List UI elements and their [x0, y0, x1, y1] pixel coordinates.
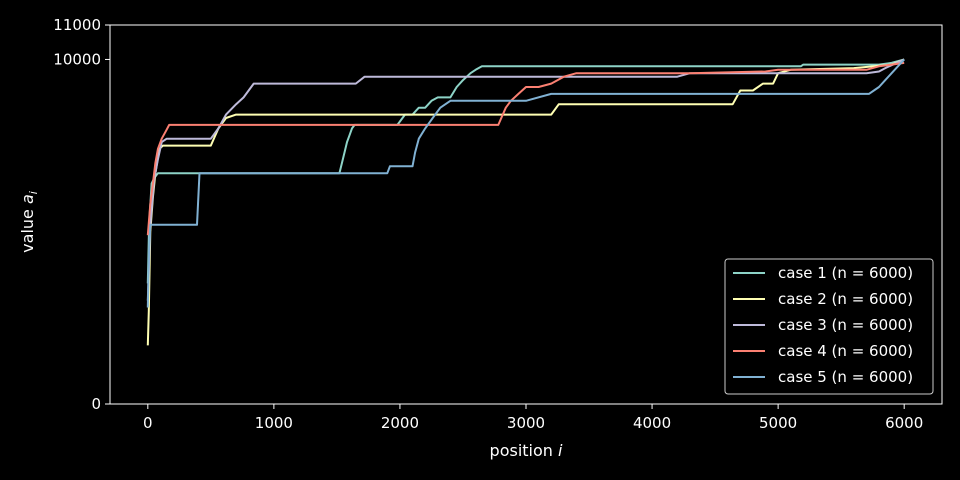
legend-box — [724, 258, 934, 395]
legend-label-case-4: case 4 (n = 6000) — [778, 342, 913, 360]
x-axis-label-var: i — [558, 441, 563, 460]
y-tick-label: 11000 — [53, 16, 101, 34]
legend-label-case-2: case 2 (n = 6000) — [778, 290, 913, 308]
x-axis-label-main: position — [490, 441, 558, 460]
y-tick-label: 10000 — [53, 50, 101, 68]
y-axis-label-sub: i — [27, 191, 40, 194]
legend-label-case-3: case 3 (n = 6000) — [778, 316, 913, 334]
y-axis-label-var: a — [18, 194, 37, 204]
x-tick-label: 0 — [143, 414, 153, 432]
legend-label-case-5: case 5 (n = 6000) — [778, 368, 913, 386]
series-line-case-3 — [146, 58, 905, 301]
x-tick-label: 6000 — [885, 414, 923, 432]
x-axis-label: position i — [490, 441, 563, 460]
x-tick-label: 5000 — [759, 414, 797, 432]
y-axis-label: value ai — [18, 191, 40, 253]
x-tick-label: 4000 — [633, 414, 671, 432]
series-lines — [146, 58, 905, 346]
y-axis-label-main: value — [18, 204, 37, 253]
x-axis-ticks: 0 1000 2000 3000 4000 5000 6000 — [143, 404, 923, 432]
x-tick-label: 1000 — [255, 414, 293, 432]
y-axis-ticks: 0 10000 11000 — [53, 16, 110, 413]
x-tick-label: 2000 — [381, 414, 419, 432]
series-line-case-5 — [146, 58, 905, 308]
legend: case 1 (n = 6000) case 2 (n = 6000) case 3… — [724, 258, 934, 395]
x-tick-label: 3000 — [507, 414, 545, 432]
legend-label-case-1: case 1 (n = 6000) — [778, 264, 913, 282]
y-tick-label: 0 — [91, 395, 101, 413]
